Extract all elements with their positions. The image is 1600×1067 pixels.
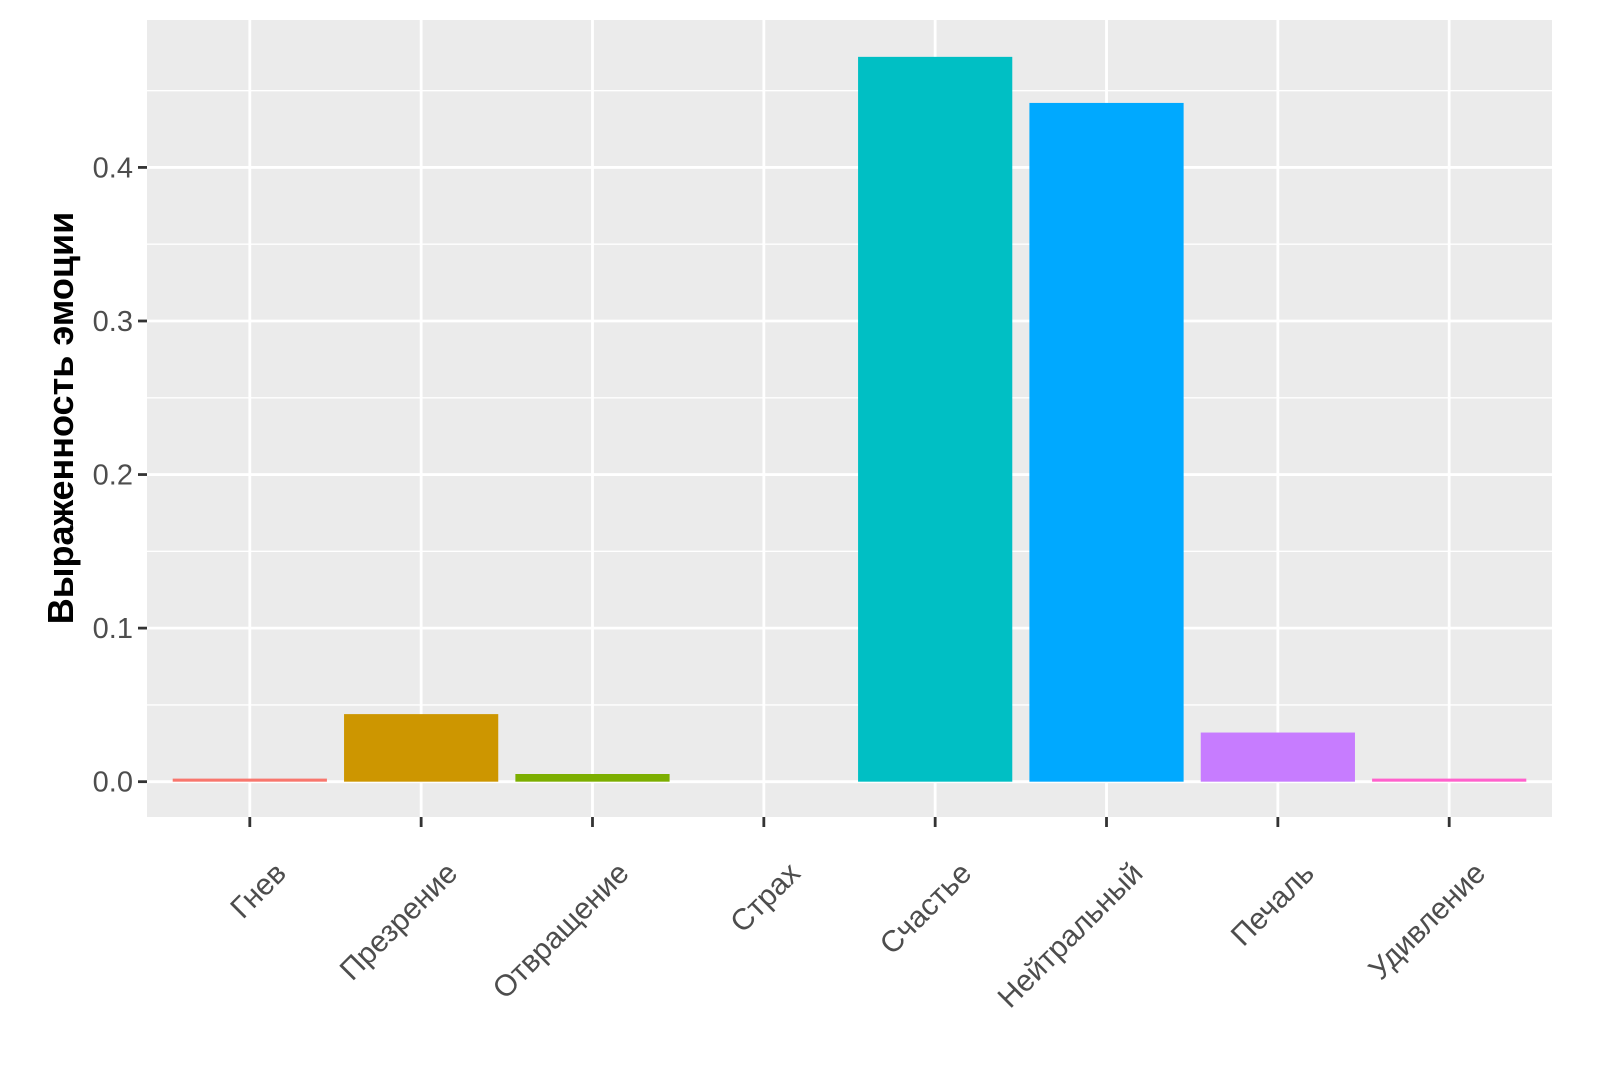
plot-panel bbox=[147, 20, 1552, 817]
x-tick-label: Гнев bbox=[224, 857, 292, 925]
x-tick-label: Удивление bbox=[1362, 857, 1492, 987]
bar-3 bbox=[515, 774, 670, 782]
y-tick-label: 0.4 bbox=[93, 152, 133, 184]
x-tick-label: Страх bbox=[724, 857, 807, 940]
x-axis: Гнев Презрение Отвращение Страх Счастье Нейтр… bbox=[224, 817, 1492, 1014]
y-axis: 0.0 0.1 0.2 0.3 0.4 bbox=[93, 152, 147, 799]
y-tick-label: 0.3 bbox=[93, 306, 133, 338]
y-tick-label: 0.2 bbox=[93, 460, 133, 492]
bar-5 bbox=[858, 56, 1013, 782]
bar-7 bbox=[1200, 732, 1355, 782]
x-tick-label: Презрение bbox=[334, 857, 464, 987]
minor-gridlines bbox=[147, 89, 1552, 706]
bars bbox=[172, 56, 1527, 782]
y-tick-label: 0.1 bbox=[93, 613, 133, 645]
bar-6 bbox=[1029, 102, 1184, 782]
bar-8 bbox=[1372, 778, 1527, 782]
x-tick-label: Нейтральный bbox=[992, 857, 1150, 1015]
x-tick-label: Счастье bbox=[874, 857, 978, 961]
x-tick-label: Печаль bbox=[1225, 857, 1321, 953]
x-tick-label: Отвращение bbox=[487, 857, 636, 1006]
bar-2 bbox=[344, 714, 499, 782]
bar-1 bbox=[172, 778, 327, 782]
y-tick-label: 0.0 bbox=[93, 767, 133, 799]
y-axis-title: Выраженность эмоции bbox=[40, 212, 81, 625]
